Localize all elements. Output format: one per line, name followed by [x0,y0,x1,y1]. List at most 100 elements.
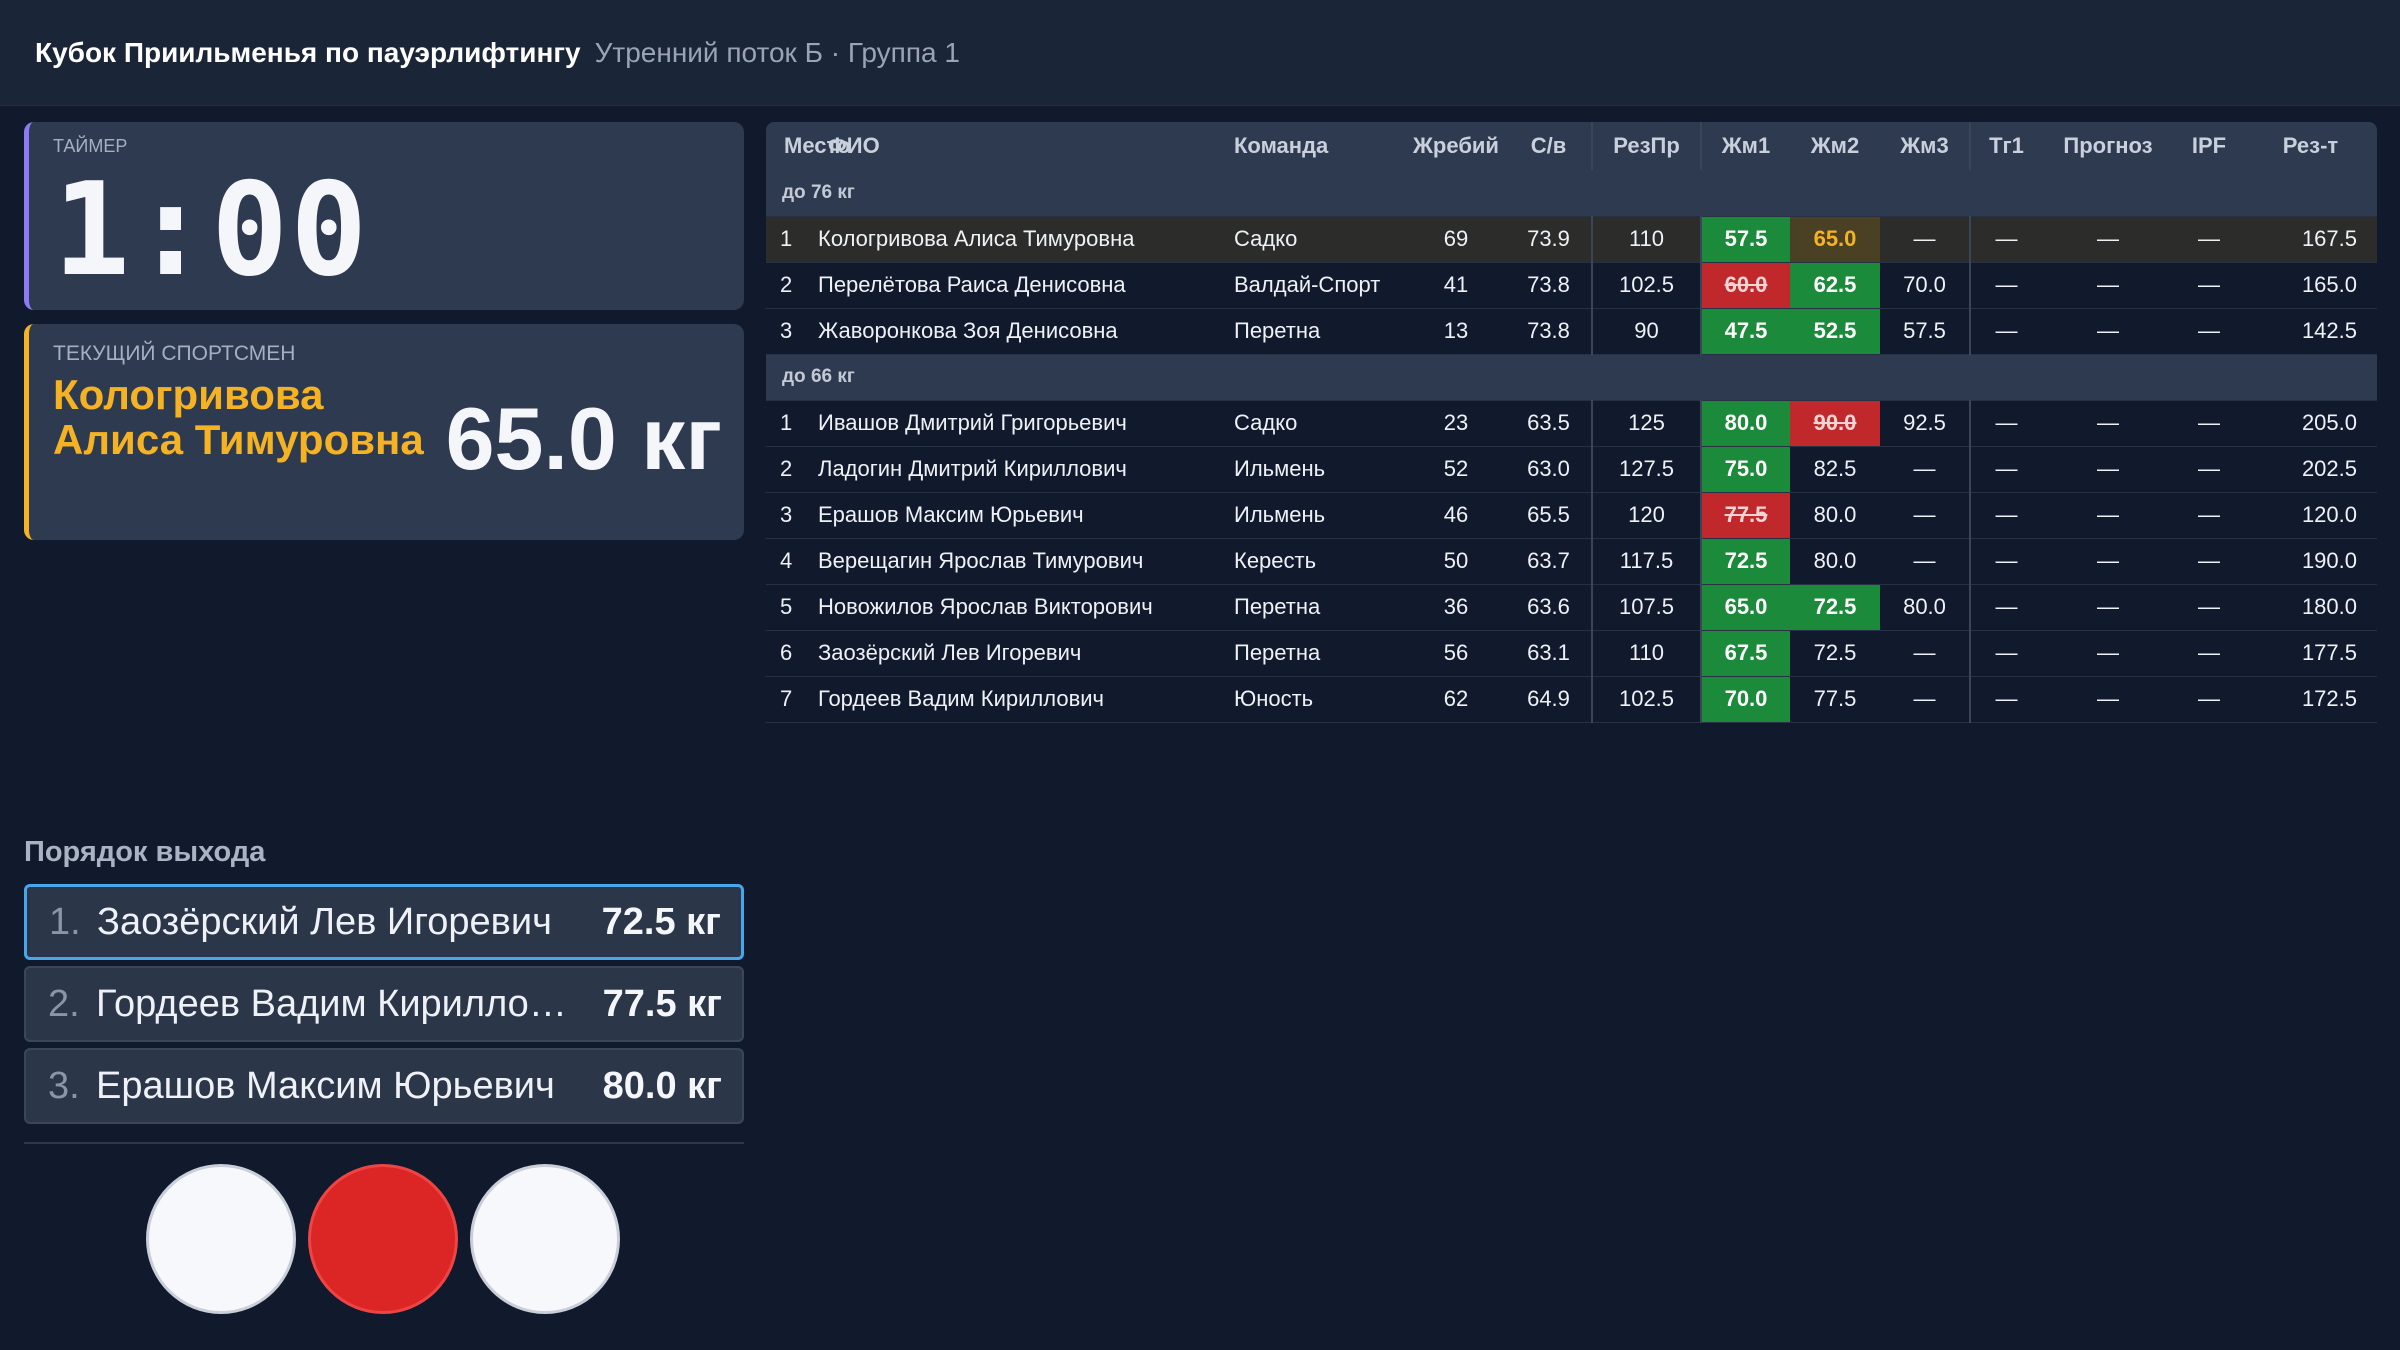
cell-rez-pr: 102.5 [1591,262,1701,309]
cell-bodyweight: 73.8 [1506,262,1592,309]
cell-place: 2 [766,262,810,309]
table-row[interactable]: 2 Перелётова Раиса Денисовна Валдай-Спорт 4… [766,262,2377,309]
cell-attempt-3: — [1880,216,1970,263]
cell-rez-pr: 120 [1591,492,1701,539]
cell-name: Ладогин Дмитрий Кириллович [810,446,1216,493]
table-row[interactable]: 3 Жаворонкова Зоя Денисовна Перетна 13 73.8 9… [766,308,2377,355]
column-header-tg1[interactable]: Тг1 [1969,122,2042,170]
table-row[interactable]: 4 Верещагин Ярослав Тимурович Кересть 50 63.… [766,538,2377,585]
cell-attempt-3: 70.0 [1880,262,1970,309]
cell-name: Ивашов Дмитрий Григорьевич [810,400,1216,447]
results-table: Место ФИО Команда Жребий С/в РезПр Жм1 Жм2 Жм3 Тг… [766,122,2377,723]
column-header-att2[interactable]: Жм2 [1790,122,1880,170]
cell-name: Ерашов Максим Юрьевич [810,492,1216,539]
column-header-att3[interactable]: Жм3 [1880,122,1970,170]
cell-tg1: — [1969,538,2042,585]
timer-card: Таймер 1:00 [24,122,744,310]
cell-forecast: — [2042,630,2174,677]
cell-attempt-1: 72.5 [1700,538,1790,585]
cell-ipf: — [2174,400,2244,447]
cell-attempt-3: — [1880,676,1970,723]
order-item-weight: 77.5 кг [602,982,722,1025]
column-header-ipf[interactable]: IPF [2174,122,2244,170]
cell-team: Юность [1216,676,1406,723]
cell-ipf: — [2174,538,2244,585]
cell-tg1: — [1969,446,2042,493]
cell-team: Садко [1216,400,1406,447]
cell-attempt-1: 70.0 [1700,676,1790,723]
cell-result: 142.5 [2244,308,2377,355]
order-item-weight: 72.5 кг [601,900,721,943]
table-row[interactable]: 1 Ивашов Дмитрий Григорьевич Садко 23 63.5 12… [766,400,2377,447]
column-header-team[interactable]: Команда [1216,122,1406,170]
order-item-number: 1. [49,900,81,943]
cell-rez-pr: 110 [1591,630,1701,677]
cell-attempt-2: 90.0 [1790,400,1880,447]
order-item-name: Гордеев Вадим Кириллович [96,982,591,1025]
weight-class-label: до 76 кг [766,170,2377,217]
table-row[interactable]: 5 Новожилов Ярослав Викторович Перетна 36 63… [766,584,2377,631]
cell-name: Верещагин Ярослав Тимурович [810,538,1216,585]
cell-bodyweight: 63.6 [1506,584,1592,631]
table-row[interactable]: 7 Гордеев Вадим Кириллович Юность 62 64.9 102… [766,676,2377,723]
column-header-bw[interactable]: С/в [1506,122,1592,170]
cell-attempt-3: 80.0 [1880,584,1970,631]
cell-attempt-2: 65.0 [1790,216,1880,263]
order-item[interactable]: 2. Гордеев Вадим Кириллович 77.5 кг [24,966,744,1042]
cell-lot: 50 [1406,538,1506,585]
cell-place: 4 [766,538,810,585]
column-header-lot[interactable]: Жребий [1406,122,1506,170]
cell-lot: 52 [1406,446,1506,493]
cell-place: 3 [766,308,810,355]
table-row[interactable]: 1 Кологривова Алиса Тимуровна Садко 69 73.9 1… [766,216,2377,263]
cell-result: 172.5 [2244,676,2377,723]
cell-ipf: — [2174,216,2244,263]
cell-attempt-1: 67.5 [1700,630,1790,677]
table-header-row: Место ФИО Команда Жребий С/в РезПр Жм1 Жм2 Жм3 Тг… [766,122,2377,170]
column-header-result[interactable]: Рез-т [2244,122,2377,170]
cell-place: 7 [766,676,810,723]
cell-result: 177.5 [2244,630,2377,677]
order-item[interactable]: 3. Ерашов Максим Юрьевич 80.0 кг [24,1048,744,1124]
column-header-place[interactable]: Место [766,122,850,170]
order-item[interactable]: 1. Заозёрский Лев Игоревич 72.5 кг [24,884,744,960]
cell-result: 180.0 [2244,584,2377,631]
cell-attempt-3: — [1880,630,1970,677]
cell-lot: 36 [1406,584,1506,631]
cell-lot: 13 [1406,308,1506,355]
cell-forecast: — [2042,492,2174,539]
cell-bodyweight: 63.7 [1506,538,1592,585]
cell-result: 165.0 [2244,262,2377,309]
table-row[interactable]: 3 Ерашов Максим Юрьевич Ильмень 46 65.5 120 77… [766,492,2377,539]
cell-attempt-2: 72.5 [1790,630,1880,677]
cell-place: 3 [766,492,810,539]
flight-subtitle: Утренний поток Б · Группа 1 [594,36,960,68]
cell-rez-pr: 102.5 [1591,676,1701,723]
cell-name: Новожилов Ярослав Викторович [810,584,1216,631]
timer-value: 1:00 [53,156,370,305]
order-item-name: Заозёрский Лев Игоревич [97,900,552,943]
cell-forecast: — [2042,538,2174,585]
table-row[interactable]: 2 Ладогин Дмитрий Кириллович Ильмень 52 63.0… [766,446,2377,493]
cell-team: Валдай-Спорт [1216,262,1406,309]
cell-attempt-2: 80.0 [1790,538,1880,585]
cell-tg1: — [1969,676,2042,723]
cell-rez-pr: 110 [1591,216,1701,263]
cell-name: Перелётова Раиса Денисовна [810,262,1216,309]
cell-bodyweight: 65.5 [1506,492,1592,539]
table-row[interactable]: 6 Заозёрский Лев Игоревич Перетна 56 63.1 110… [766,630,2377,677]
current-athlete-name: Кологривова Алиса Тимуровна [53,371,424,463]
cell-lot: 41 [1406,262,1506,309]
cell-attempt-2: 80.0 [1790,492,1880,539]
order-item-name: Ерашов Максим Юрьевич [96,1064,555,1107]
cell-name: Жаворонкова Зоя Денисовна [810,308,1216,355]
cell-bodyweight: 63.1 [1506,630,1592,677]
cell-rez-pr: 107.5 [1591,584,1701,631]
column-header-rez-pr[interactable]: РезПр [1591,122,1701,170]
column-header-fio[interactable]: ФИО [810,122,1216,170]
cell-name: Заозёрский Лев Игоревич [810,630,1216,677]
cell-team: Ильмень [1216,446,1406,493]
cell-attempt-3: 57.5 [1880,308,1970,355]
column-header-forecast[interactable]: Прогноз [2042,122,2174,170]
column-header-att1[interactable]: Жм1 [1700,122,1790,170]
